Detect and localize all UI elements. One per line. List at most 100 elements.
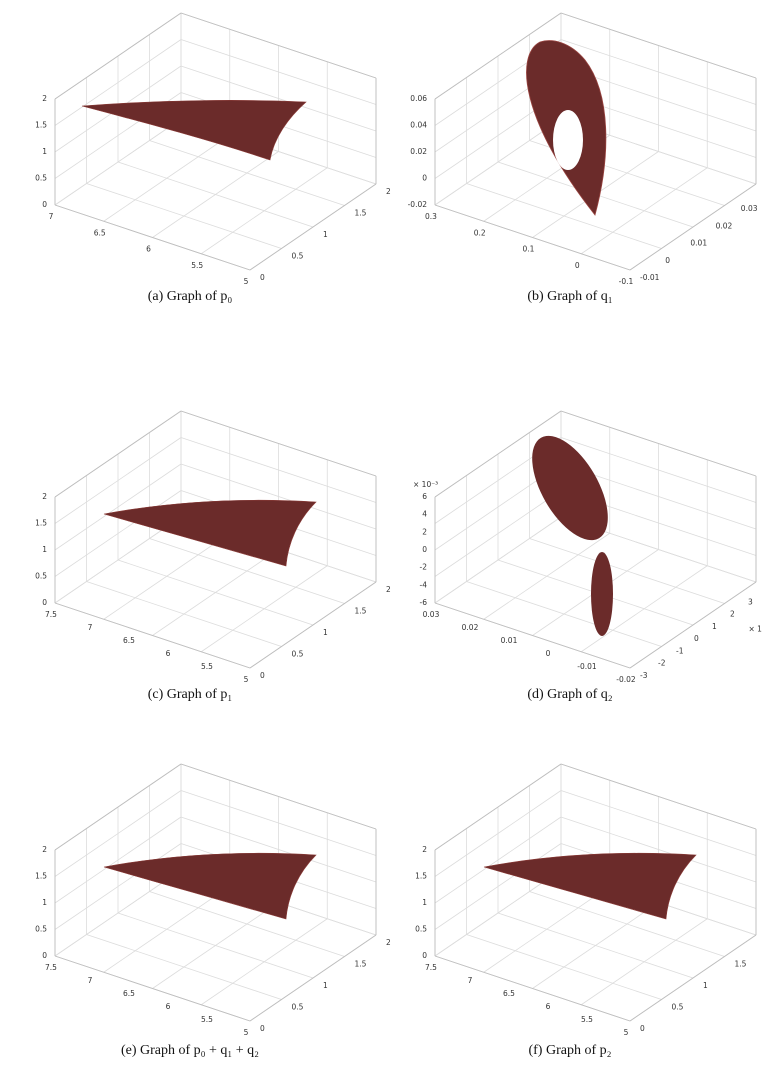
grid-line bbox=[54, 39, 182, 126]
box-edge bbox=[54, 410, 182, 498]
surface bbox=[532, 435, 608, 541]
z-tick-label: 0.02 bbox=[410, 147, 427, 156]
x-tick-label: 6 bbox=[546, 1002, 551, 1011]
box-edge bbox=[54, 602, 251, 669]
x-tick-label: 0.3 bbox=[425, 212, 437, 221]
z-tick-label: 0 bbox=[42, 598, 47, 607]
y-tick-label: 1 bbox=[712, 622, 717, 631]
z-tick-label: 0.5 bbox=[415, 925, 427, 934]
y-tick-label: 1.5 bbox=[735, 960, 747, 969]
x-tick-label: 0.2 bbox=[474, 228, 486, 237]
panel: 2 1.5 1 0.5 0 7.5 7 6.5 6 5.5 5 0 0.5 1 1.5 2 (c) Graph … bbox=[35, 410, 391, 702]
caption: (b) Graph of q₁ bbox=[527, 289, 612, 304]
x-tick-label: 7.5 bbox=[45, 610, 57, 619]
x-tick-label: 7 bbox=[88, 976, 93, 985]
x-tick-label: 6.5 bbox=[503, 989, 515, 998]
y-tick-label: 1 bbox=[323, 230, 328, 239]
y-tick-label: 0.02 bbox=[716, 221, 733, 230]
grid-line bbox=[581, 918, 708, 1006]
grid-line bbox=[54, 463, 182, 551]
grid-line bbox=[201, 565, 328, 653]
box-edge bbox=[249, 934, 377, 1022]
panel: 6 4 2 0 -2 -4 -6 0.03 0.02 0.01 0 -0.01 -0.02 -3 -2 -1 0… bbox=[413, 410, 762, 702]
z-tick-label: 0 bbox=[422, 545, 427, 554]
z-tick-label: -6 bbox=[420, 598, 428, 607]
grid-line bbox=[117, 559, 314, 626]
y-tick-label: 0 bbox=[260, 1024, 265, 1033]
y-tick-label: -2 bbox=[658, 659, 666, 668]
z-tick-label: 2 bbox=[42, 492, 47, 501]
grid-line bbox=[117, 912, 314, 979]
box-edge bbox=[629, 934, 757, 1022]
y-tick-label: 0.5 bbox=[672, 1003, 684, 1012]
y-tick-label: 1 bbox=[323, 628, 328, 637]
grid-line bbox=[149, 140, 345, 206]
grid-line bbox=[581, 565, 708, 653]
grid-line bbox=[529, 538, 725, 604]
y-tick-label: 1 bbox=[323, 981, 328, 990]
z-tick-label: 6 bbox=[422, 492, 427, 501]
box-edge bbox=[434, 763, 562, 851]
x-tick-label: 6.5 bbox=[123, 989, 135, 998]
grid-line bbox=[201, 918, 328, 1006]
y-tick-label: 0.5 bbox=[292, 252, 304, 261]
z-tick-label: 0.5 bbox=[35, 925, 47, 934]
x-tick-label: 5.5 bbox=[581, 1015, 593, 1024]
z-tick-label: 2 bbox=[42, 94, 47, 103]
box-edge bbox=[249, 183, 377, 271]
y-tick-label: 1.5 bbox=[355, 209, 367, 218]
y-tick-label: 2 bbox=[386, 585, 391, 594]
x-tick-label: 6.5 bbox=[123, 636, 135, 645]
box-edge bbox=[560, 763, 757, 830]
y-tick-label: -1 bbox=[676, 646, 684, 655]
x-tick-label: 0.03 bbox=[423, 610, 440, 619]
z-tick-label: -2 bbox=[420, 563, 428, 572]
y-tick-label: 3 bbox=[748, 597, 753, 606]
x-tick-label: 0 bbox=[546, 649, 551, 658]
y-tick-label: 0 bbox=[640, 1024, 645, 1033]
y-tick-label: 0 bbox=[260, 671, 265, 680]
z-tick-label: -0.02 bbox=[408, 200, 428, 209]
x-tick-label: 5 bbox=[244, 1028, 249, 1037]
z-tick-label: 1 bbox=[422, 898, 427, 907]
box-edge bbox=[54, 204, 251, 271]
caption: (f) Graph of p₂ bbox=[528, 1043, 611, 1058]
z-tick-label: 1.5 bbox=[415, 872, 427, 881]
y-tick-label: 0 bbox=[665, 256, 670, 265]
box-edge bbox=[180, 410, 377, 477]
grid-line bbox=[434, 816, 562, 904]
x-tick-label: 7.5 bbox=[425, 963, 437, 972]
y-tick-label: 2 bbox=[386, 187, 391, 196]
x-tick-label: -0.02 bbox=[616, 675, 636, 684]
x-tick-label: -0.1 bbox=[619, 277, 634, 286]
grid-line bbox=[180, 39, 377, 105]
y-exponent: × 10⁻³ bbox=[749, 625, 762, 634]
grid-line bbox=[201, 167, 328, 255]
caption: (c) Graph of p₁ bbox=[148, 687, 233, 702]
x-tick-label: 6 bbox=[166, 649, 171, 658]
x-tick-label: 7 bbox=[468, 976, 473, 985]
grid-line bbox=[497, 912, 694, 979]
y-tick-label: -0.01 bbox=[640, 273, 660, 282]
y-tick-label: 2 bbox=[386, 938, 391, 947]
z-tick-label: 1 bbox=[42, 545, 47, 554]
y-tick-label: 0.5 bbox=[292, 1003, 304, 1012]
z-tick-label: 0 bbox=[422, 174, 427, 183]
surface bbox=[591, 552, 613, 636]
y-tick-label: 1.5 bbox=[355, 607, 367, 616]
y-tick-label: 0.01 bbox=[690, 239, 707, 248]
grid-line bbox=[117, 161, 314, 228]
box-edge bbox=[560, 12, 757, 79]
grid-line bbox=[180, 816, 377, 883]
z-tick-label: 2 bbox=[42, 845, 47, 854]
caption: (e) Graph of p₀ + q₁ + q₂ bbox=[121, 1043, 259, 1058]
panel: 2 1.5 1 0.5 0 7.5 7 6.5 6 5.5 5 0 0.5 1 1.5 2 (e) Graph … bbox=[35, 763, 391, 1058]
z-tick-label: 0.06 bbox=[410, 94, 427, 103]
x-tick-label: 5 bbox=[244, 277, 249, 286]
grid-line bbox=[54, 816, 182, 904]
box-edge bbox=[54, 12, 182, 100]
z-tick-label: 1.5 bbox=[35, 121, 47, 130]
box-edge bbox=[54, 763, 182, 851]
box-edge bbox=[560, 410, 757, 477]
